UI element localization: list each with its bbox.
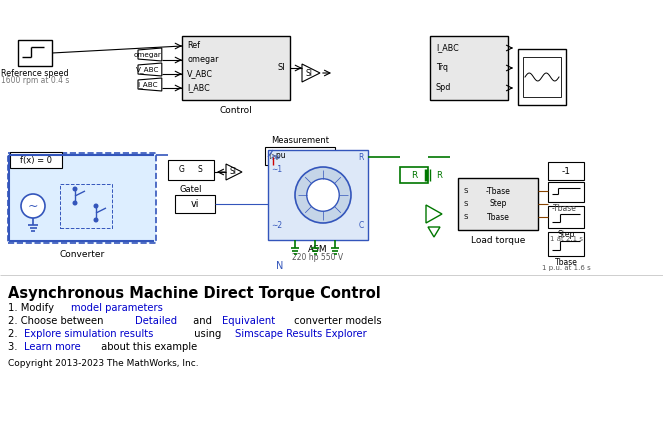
Text: ∼1: ∼1 — [271, 166, 282, 174]
FancyBboxPatch shape — [518, 49, 566, 105]
Text: V_ABC: V_ABC — [187, 70, 213, 78]
Polygon shape — [302, 64, 320, 82]
Text: model parameters: model parameters — [72, 303, 163, 313]
Text: N: N — [276, 261, 284, 271]
Polygon shape — [226, 164, 242, 180]
Text: Reference speed: Reference speed — [1, 69, 69, 78]
Text: Gatel: Gatel — [180, 185, 202, 194]
FancyBboxPatch shape — [548, 232, 584, 256]
Text: omegar: omegar — [133, 52, 162, 57]
Text: Learn more: Learn more — [25, 342, 81, 352]
Text: converter models: converter models — [290, 316, 381, 326]
Text: Simscape Results Explorer: Simscape Results Explorer — [235, 329, 367, 339]
Text: SI: SI — [229, 167, 237, 177]
Text: Converter: Converter — [60, 250, 105, 259]
Text: 2.: 2. — [8, 329, 21, 339]
Text: SI: SI — [277, 64, 285, 73]
Text: -Tbase: -Tbase — [552, 204, 576, 213]
FancyBboxPatch shape — [168, 160, 214, 180]
Circle shape — [73, 201, 77, 205]
Text: SI: SI — [306, 68, 312, 78]
Text: 3.: 3. — [8, 342, 21, 352]
Polygon shape — [138, 63, 162, 76]
Circle shape — [21, 194, 45, 218]
Text: I_ABC: I_ABC — [187, 84, 210, 92]
FancyBboxPatch shape — [523, 57, 561, 97]
Text: Step: Step — [558, 230, 575, 239]
Text: I_ABC: I_ABC — [436, 43, 459, 53]
Circle shape — [94, 204, 98, 208]
Text: S: S — [464, 201, 468, 207]
FancyBboxPatch shape — [548, 206, 584, 228]
Text: 1 at 2.1 s: 1 at 2.1 s — [550, 236, 583, 242]
Text: ▷pu: ▷pu — [270, 152, 286, 160]
Circle shape — [73, 187, 77, 191]
Text: S: S — [464, 214, 468, 220]
Text: Control: Control — [219, 106, 253, 115]
Text: omegar: omegar — [187, 56, 219, 64]
Text: I_ABC: I_ABC — [137, 81, 158, 88]
Text: ~: ~ — [28, 199, 38, 212]
FancyBboxPatch shape — [8, 153, 156, 243]
Text: C: C — [359, 222, 364, 230]
FancyBboxPatch shape — [548, 182, 584, 202]
Circle shape — [94, 218, 98, 222]
Text: 1. Modify: 1. Modify — [8, 303, 57, 313]
Text: vi: vi — [191, 199, 200, 209]
Text: G: G — [179, 166, 185, 174]
FancyBboxPatch shape — [400, 167, 428, 183]
Text: R: R — [411, 170, 417, 180]
Text: -1: -1 — [562, 166, 570, 176]
Text: pu: pu — [271, 154, 280, 160]
Text: ASM: ASM — [308, 245, 328, 254]
Text: ∼2: ∼2 — [271, 222, 282, 230]
Circle shape — [295, 167, 351, 223]
Text: 220 hp 550 V: 220 hp 550 V — [292, 253, 343, 262]
Polygon shape — [138, 48, 162, 61]
Text: R: R — [359, 152, 364, 162]
Text: R: R — [436, 170, 442, 180]
Text: Copyright 2013-2023 The MathWorks, Inc.: Copyright 2013-2023 The MathWorks, Inc. — [8, 359, 199, 368]
Text: Explore simulation results: Explore simulation results — [25, 329, 154, 339]
FancyBboxPatch shape — [458, 178, 538, 230]
Text: S: S — [198, 166, 202, 174]
Text: 1 p.u. at 1.6 s: 1 p.u. at 1.6 s — [542, 265, 590, 271]
Text: Asynchronous Machine Direct Torque Control: Asynchronous Machine Direct Torque Contr… — [8, 286, 381, 301]
Circle shape — [307, 179, 339, 211]
FancyBboxPatch shape — [268, 150, 368, 240]
Text: V_ABC: V_ABC — [136, 66, 159, 73]
Text: f(x) = 0: f(x) = 0 — [20, 155, 52, 165]
Text: Trq: Trq — [436, 64, 448, 73]
Text: 2. Choose between: 2. Choose between — [8, 316, 107, 326]
Text: Load torque: Load torque — [471, 236, 525, 245]
FancyBboxPatch shape — [18, 40, 52, 66]
Polygon shape — [138, 78, 162, 91]
FancyBboxPatch shape — [548, 162, 584, 180]
Text: Step: Step — [489, 199, 507, 208]
Text: Equivalent: Equivalent — [222, 316, 275, 326]
Text: 1600 rpm at 0.4 s: 1600 rpm at 0.4 s — [1, 76, 69, 85]
Text: Detailed: Detailed — [135, 316, 178, 326]
Text: Measurement: Measurement — [271, 136, 329, 145]
Text: and: and — [190, 316, 215, 326]
Text: Tbase: Tbase — [487, 212, 509, 222]
FancyBboxPatch shape — [175, 195, 215, 213]
Polygon shape — [426, 205, 442, 223]
Text: S: S — [464, 188, 468, 194]
Text: Spd: Spd — [436, 84, 452, 92]
Text: about this example: about this example — [97, 342, 197, 352]
Text: Tbase: Tbase — [554, 258, 577, 267]
FancyBboxPatch shape — [182, 36, 290, 100]
Text: using: using — [192, 329, 225, 339]
FancyBboxPatch shape — [10, 152, 62, 168]
Text: Ref: Ref — [187, 42, 200, 50]
FancyBboxPatch shape — [430, 36, 508, 100]
FancyBboxPatch shape — [265, 147, 335, 165]
Text: -Tbase: -Tbase — [485, 187, 511, 195]
